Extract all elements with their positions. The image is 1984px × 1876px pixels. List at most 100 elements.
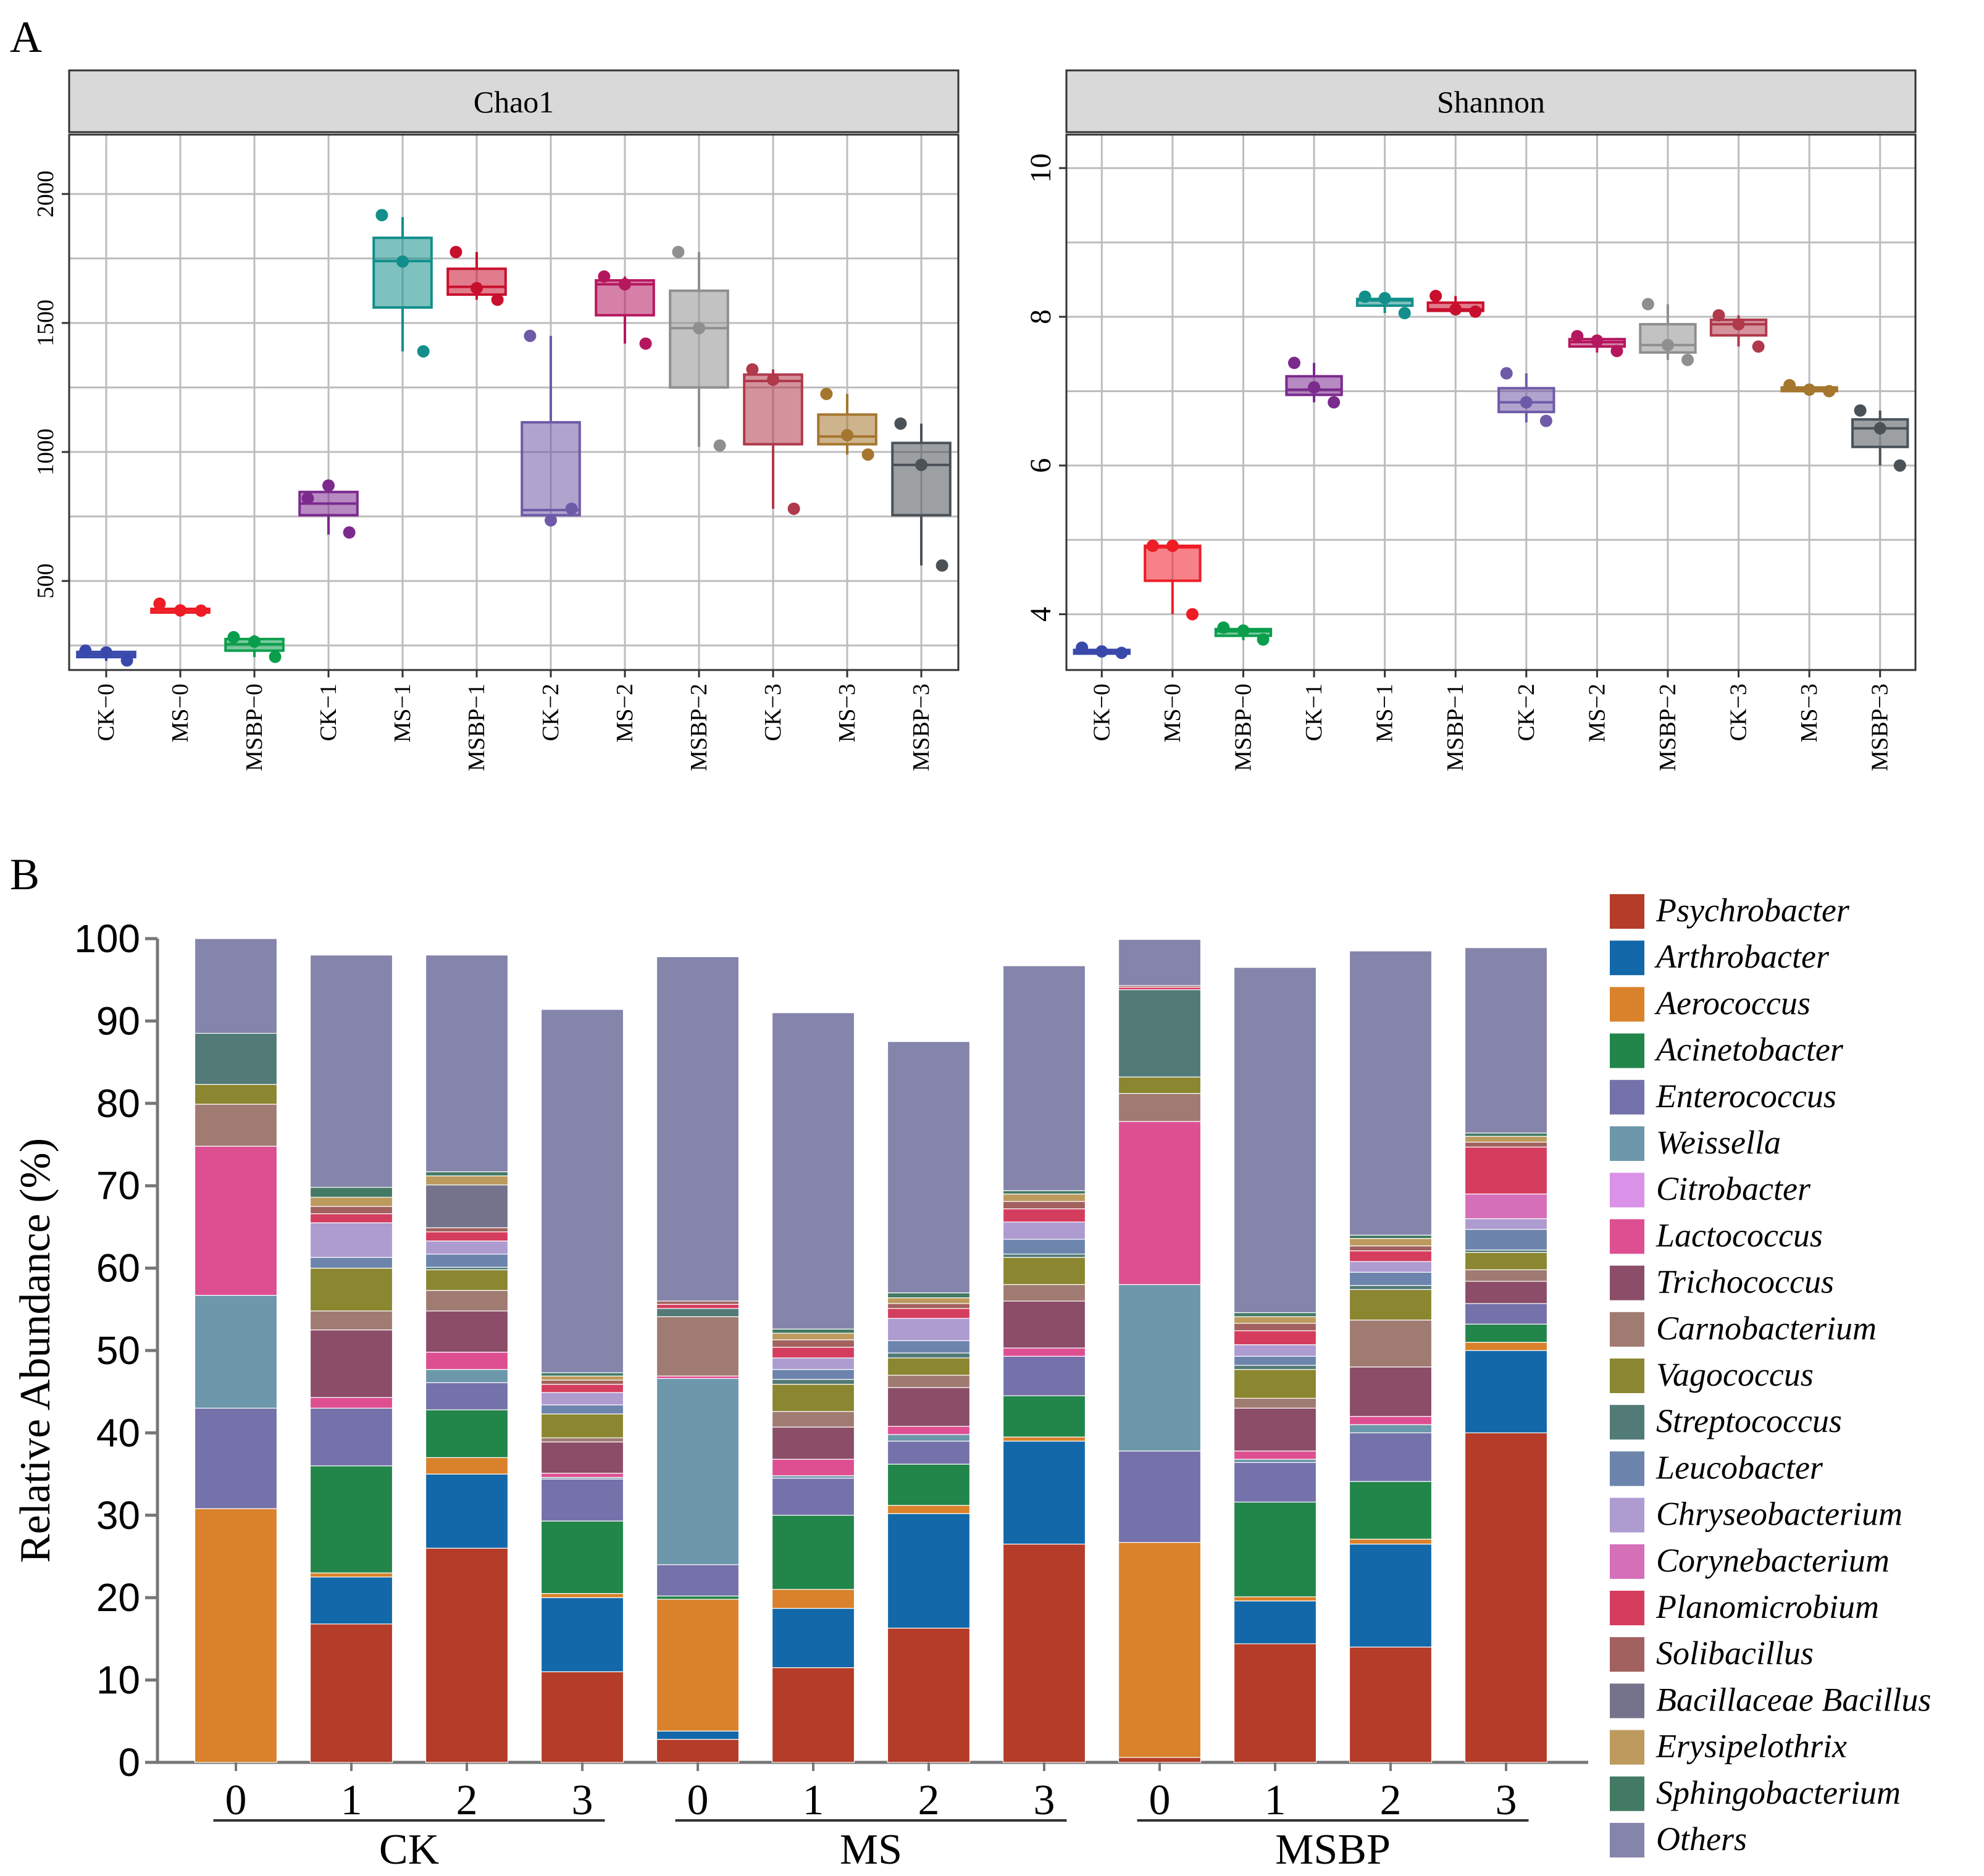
y-tick-label: 40 [96,1410,140,1455]
legend-swatch [1610,1730,1644,1765]
x-tick-label: 3 [1034,1777,1055,1824]
stacked-bar [1233,967,1317,1763]
bar-segment-weissella [194,1295,278,1409]
bar-segment-arthrobacter [656,1730,740,1740]
sample-point [1308,381,1321,394]
sample-point [1500,367,1513,380]
bar-segment-aerococcus [1118,1542,1202,1758]
legend-item: Corynebacterium [1610,1542,1890,1579]
legend-label: Others [1656,1820,1747,1857]
bar-segment-chryseobacterium [1002,1221,1086,1240]
panel-label-a: A [10,12,42,62]
bar-segment-lactococcus [540,1473,624,1478]
legend-swatch [1610,1591,1644,1625]
bar-segment-sphingobacterium [309,1187,393,1198]
iqr-box [891,442,952,517]
bar-segment-chryseobacterium [540,1392,624,1405]
bar-segment-leucobacter [540,1404,624,1415]
bar-segment-others [194,938,278,1034]
legend-item: Enterococcus [1610,1078,1836,1115]
sample-point [343,526,356,539]
group-label: CK [379,1826,439,1874]
box-MSBP−3 [891,417,952,572]
y-tick-label: 20 [96,1575,140,1620]
x-tick-label: MSBP−3 [1867,684,1893,771]
bar-segment-acinetobacter [1349,1481,1433,1540]
x-tick-label: MS−0 [1160,684,1186,742]
bar-segment-arthrobacter [1233,1600,1317,1644]
box-MS−2 [1568,330,1626,358]
box-MSBP−2 [669,246,729,452]
bar-segment-aerococcus [1349,1538,1433,1545]
x-tick-label: CK−2 [538,684,564,741]
sample-point [1681,353,1694,366]
stacked-bar [1118,939,1202,1763]
plot-panel-border [1065,133,1917,671]
sample-point [1591,334,1604,347]
legend-swatch [1610,1126,1644,1161]
y-tick-label: 30 [96,1493,140,1538]
sample-point [713,439,726,452]
bar-segment-trichococcus [1233,1407,1317,1452]
bar-segment-enterococcus [309,1407,393,1467]
bar-segment-bacillaceae-bacillus [425,1184,509,1228]
bar-segment-psychrobacter [540,1671,624,1763]
sample-point [639,337,652,350]
bar-segment-psychrobacter [1464,1432,1548,1763]
bar-segment-planomicrobium [1464,1146,1548,1195]
sample-point [693,322,705,335]
sample-point [1610,345,1623,358]
legend-swatch [1610,1033,1644,1068]
sample-point [672,246,685,259]
bar-segment-enterococcus [540,1478,624,1522]
legend-label: Erysipelothrix [1655,1728,1847,1765]
legend-item: Lactococcus [1610,1216,1823,1254]
sample-point [100,646,112,659]
bar-segment-aerococcus [771,1589,855,1609]
bar-segment-chryseobacterium [771,1357,855,1370]
sample-point [894,417,907,430]
sample-point [1571,330,1584,343]
sample-point [153,597,166,610]
sample-point [1358,290,1371,303]
bar-segment-erysipelothrix [1233,1316,1317,1324]
bar-segment-acinetobacter [771,1515,855,1590]
bar-segment-aerococcus [1464,1342,1548,1351]
bar-segment-streptococcus [1349,1285,1433,1290]
bar-segment-weissella [425,1369,509,1383]
bar-segment-vagococcus [425,1269,509,1291]
box-MSBP−0 [224,630,285,663]
bar-segment-carnobacterium [1464,1269,1548,1282]
stacked-bar [887,1041,971,1763]
box-MS−0 [150,597,211,617]
legend-item: Sphingobacterium [1610,1774,1901,1811]
legend-label: Enterococcus [1655,1078,1836,1115]
bar-segment-acinetobacter [425,1409,509,1459]
sample-point [1893,459,1906,472]
sample-point [767,373,779,386]
sample-point [1328,396,1341,409]
bar-segment-aerococcus [425,1457,509,1475]
bar-segment-psychrobacter [656,1739,740,1763]
bar-segment-acinetobacter [887,1464,971,1506]
bar-segment-streptococcus [656,1308,740,1317]
bar-segment-enterococcus [1118,1451,1202,1543]
legend-item: Psychrobacter [1610,892,1850,929]
sample-point [1429,290,1442,303]
bar-segment-weissella [1233,1459,1317,1464]
box-MS−2 [595,270,655,350]
bar-segment-others [1233,967,1317,1313]
legend-label: Psychrobacter [1655,892,1850,929]
bar-segment-trichococcus [771,1426,855,1460]
bar-segment-aerococcus [887,1505,971,1514]
bar-segment-acinetobacter [309,1465,393,1573]
sample-point [1823,385,1836,398]
legend-swatch [1610,894,1644,929]
sample-point [565,502,578,515]
bar-segment-aerococcus [1233,1596,1317,1602]
y-tick-label: 500 [33,563,59,598]
sample-point [841,429,853,442]
bar-segment-arthrobacter [771,1607,855,1669]
y-tick-label: 4 [1024,607,1057,622]
